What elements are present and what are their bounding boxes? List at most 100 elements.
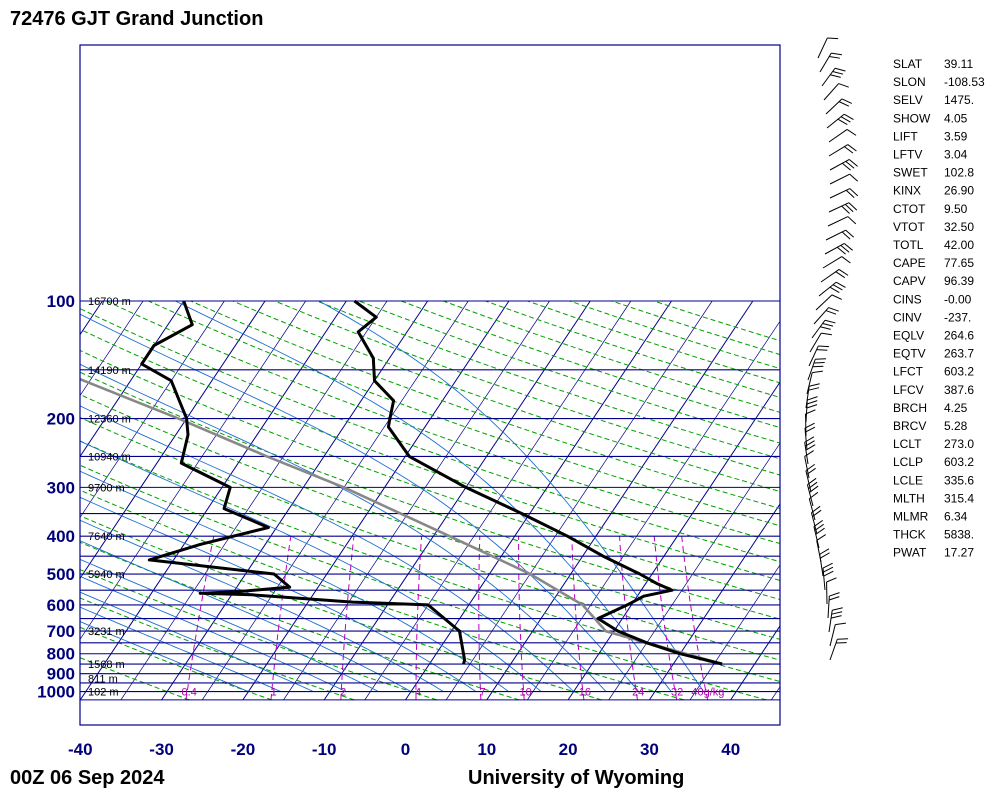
mixing-ratio-label: 4: [415, 687, 421, 699]
mixing-ratio-line: [185, 536, 215, 700]
height-label: 3231 m: [88, 626, 125, 638]
index-key: SWET: [893, 166, 928, 180]
mixing-ratio-label: 0.4: [182, 687, 197, 699]
parcel-path: [80, 377, 723, 666]
height-label: 14190 m: [88, 365, 131, 377]
isotherm-line: [80, 300, 266, 580]
dry-adiabat: [80, 328, 780, 581]
wind-barb: [820, 269, 849, 283]
temperature-tick-label: 0: [401, 740, 410, 759]
wind-barb: [806, 370, 823, 395]
isotherm-line: [608, 442, 780, 701]
mixing-ratio-line: [415, 536, 423, 700]
wind-barb: [805, 396, 818, 423]
mixing-ratio-line: [518, 536, 525, 700]
plot-frame: [79, 44, 781, 726]
isotherm-line: [161, 300, 429, 701]
pressure-tick-label: 100: [47, 292, 75, 311]
dry-adiabat: [80, 626, 272, 701]
temperature-tick-label: 20: [559, 740, 578, 759]
footer-source: University of Wyoming: [468, 767, 684, 789]
isotherm-line: [80, 300, 144, 397]
wind-barb: [804, 422, 816, 451]
chart-title: 72476 GJT Grand Junction: [10, 8, 263, 30]
index-key: MLTH: [893, 491, 925, 505]
wind-barb: [804, 436, 816, 465]
dry-adiabat: [190, 300, 780, 510]
index-key: VTOT: [893, 220, 925, 234]
index-value: 5.28: [944, 419, 968, 433]
index-value: 264.6: [944, 329, 974, 343]
mixing-ratio-line: [681, 536, 709, 700]
wind-barb: [829, 173, 859, 185]
index-key: THCK: [893, 528, 926, 542]
wind-barb: [821, 67, 846, 87]
mixing-ratio-line: [340, 536, 355, 700]
index-key: CTOT: [893, 202, 926, 216]
index-key: LIFT: [893, 129, 918, 143]
wind-barb: [809, 332, 832, 353]
index-key: TOTL: [893, 238, 924, 252]
index-value: 9.50: [944, 202, 968, 216]
index-key: LFCV: [893, 383, 924, 397]
mixing-ratio-label: 10: [519, 687, 531, 699]
wind-barb: [826, 113, 854, 129]
mixing-ratio-label: 24: [632, 687, 644, 699]
index-value: 26.90: [944, 184, 974, 198]
index-value: 335.6: [944, 473, 974, 487]
mixing-ratio-label: 40g/kg: [691, 687, 724, 699]
index-value: 77.65: [944, 256, 974, 270]
index-value: -0.00: [944, 292, 972, 306]
height-label: 1568 m: [88, 659, 125, 671]
mixing-ratio-label: 32: [671, 687, 683, 699]
isotherm-line: [445, 300, 713, 701]
wind-barb: [829, 638, 849, 661]
wind-barb: [806, 477, 819, 507]
wind-barb: [811, 319, 836, 339]
wind-barb: [827, 592, 840, 619]
height-label: 12360 m: [88, 414, 131, 426]
index-key: LFTV: [893, 148, 922, 162]
index-value: 603.2: [944, 455, 974, 469]
pressure-tick-label: 800: [47, 645, 75, 664]
dry-adiabat: [80, 307, 780, 563]
height-label: 811 m: [88, 673, 118, 685]
index-key: SELV: [893, 93, 923, 107]
dewpoint-profile: [140, 300, 467, 665]
index-key: EQTV: [893, 347, 926, 361]
index-key: SLAT: [893, 57, 923, 71]
index-value: 387.6: [944, 383, 974, 397]
index-key: SHOW: [893, 111, 931, 125]
wind-barb: [819, 548, 830, 577]
wind-barb: [805, 463, 816, 493]
mixing-ratio-label: 7: [479, 687, 485, 699]
index-value: 3.04: [944, 148, 968, 162]
pressure-tick-label: 400: [47, 527, 75, 546]
index-value: 1475.: [944, 93, 974, 107]
isotherm-line: [80, 300, 185, 458]
wind-barb: [824, 243, 853, 255]
index-value: 96.39: [944, 274, 974, 288]
index-key: KINX: [893, 184, 921, 198]
pressure-tick-label: 900: [47, 665, 75, 684]
index-value: 315.4: [944, 491, 974, 505]
mixing-ratio-line: [653, 536, 678, 700]
index-value: 102.8: [944, 166, 974, 180]
isotherm-line: [730, 625, 780, 701]
dry-adiabat: [80, 464, 767, 701]
index-key: CINS: [893, 292, 922, 306]
wind-barb: [828, 607, 843, 633]
index-key: LCLP: [893, 455, 923, 469]
index-value: 3.59: [944, 129, 968, 143]
index-key: LCLT: [893, 437, 922, 451]
wind-barb: [822, 562, 834, 591]
index-value: 42.00: [944, 238, 974, 252]
dry-adiabat: [80, 416, 780, 661]
temperature-tick-label: -30: [149, 740, 174, 759]
index-key: BRCH: [893, 401, 927, 415]
wind-barb: [807, 358, 827, 381]
index-key: SLON: [893, 75, 926, 89]
isotherm-line: [527, 320, 780, 701]
